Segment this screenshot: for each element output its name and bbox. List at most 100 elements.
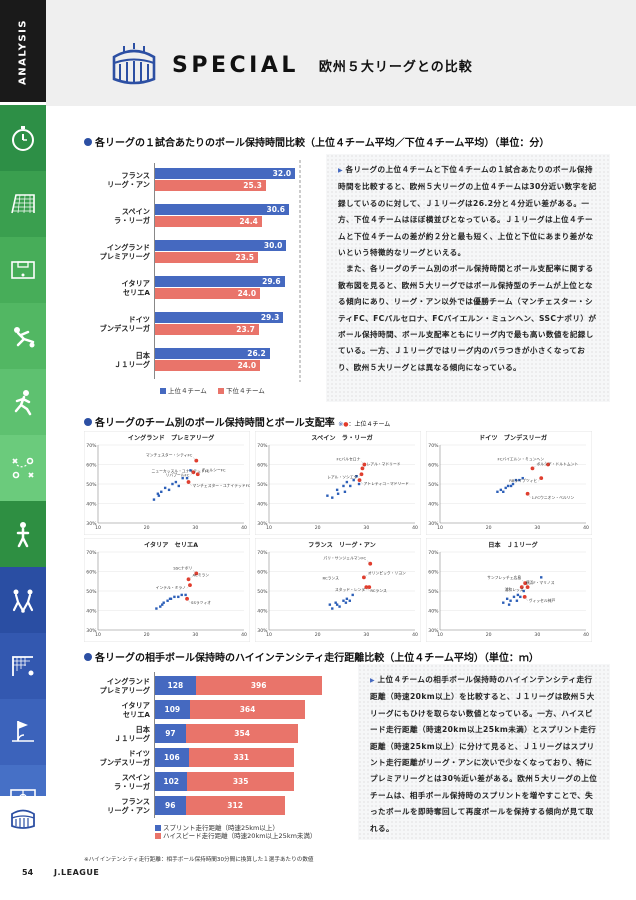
bar-value-label: 24.4: [239, 217, 258, 226]
y-tick-label: 60%: [257, 569, 268, 575]
x-tick-label: 20: [144, 525, 150, 531]
page-subtitle: 欧州５大リーグとの比較: [318, 59, 473, 75]
team-point: [171, 482, 174, 486]
leader-line: [363, 574, 368, 578]
scatter-chart: イタリア セリエA 30% 40% 50% 60% 70% 10 20 30 40 SSCナポリ AC…: [84, 538, 250, 642]
team-point: [335, 488, 339, 492]
bar-bottom4: 25.3: [155, 180, 266, 191]
y-tick-label: 70%: [428, 443, 439, 449]
chart-frame: [255, 431, 421, 535]
y-tick-label: 70%: [86, 443, 97, 449]
sidebar-tab-runner[interactable]: [0, 369, 46, 435]
sidebar-tab-slide-tackle[interactable]: [0, 303, 46, 369]
team-point: [157, 494, 161, 497]
team-point: [342, 484, 345, 488]
top4-point: [195, 472, 200, 477]
high-speed-segment: 396: [195, 676, 322, 695]
team-point: [515, 599, 519, 602]
page-number: 54: [22, 868, 34, 877]
axis-break-mark: [299, 160, 301, 382]
leader-line: [521, 579, 526, 584]
bar-category-label: フランス リーグ・アン: [107, 797, 150, 815]
sidebar-tab-stopwatch[interactable]: [0, 105, 46, 171]
high-speed-segment: 312: [185, 796, 285, 815]
scatter-chart: ドイツ ブンデスリーガ 30% 40% 50% 60% 70% 10 20 30 40 FCバイエル…: [426, 431, 592, 535]
bar-category-label: 日本 Ｊ１リーグ: [114, 725, 150, 743]
y-tick-label: 30%: [86, 628, 97, 634]
top4-point: [362, 575, 366, 580]
leader-line: [537, 478, 542, 482]
pitch-icon: [11, 261, 35, 279]
section2-heading: 各リーグのチーム別のボール保持時間とボール支配率 ※●：上位４チーム: [84, 414, 390, 429]
chart-frame: [426, 431, 592, 535]
heading-bullet: [84, 653, 92, 661]
x-tick-label: 30: [363, 632, 369, 638]
sidebar-tab-tactics[interactable]: [0, 435, 46, 501]
team-point: [516, 593, 520, 597]
top4-label: サンフレッチェ広島: [487, 575, 521, 580]
bar-top4: 29.3: [155, 312, 284, 323]
high-speed-segment: 364: [189, 700, 306, 719]
team-point: [166, 599, 169, 602]
section-label: ANALYSIS: [0, 0, 46, 102]
analysis-text-1: ▶ 各リーグの上位４チームと下位４チームの１試合あたりのボール保持時間を比較する…: [326, 154, 610, 402]
sidebar-tab-player[interactable]: [0, 501, 46, 567]
segment-value-label: 106: [164, 753, 180, 762]
top4-label: マンチェスター・シティFC: [146, 453, 193, 458]
bar-value-label: 23.7: [236, 325, 255, 334]
team-point: [331, 496, 334, 499]
top4-label: ボルシア・ドルトムント: [536, 461, 578, 466]
x-tick-label: 30: [192, 525, 198, 531]
team-point: [331, 607, 334, 610]
sidebar-tab-duel[interactable]: [0, 567, 46, 633]
top4-label: レアル・マドリード: [366, 461, 400, 466]
leader-line: [188, 576, 192, 580]
goal-post-icon: [12, 656, 34, 676]
stadium-icon: [112, 43, 156, 85]
section3-heading: 各リーグの相手ボール保持時のハイインテンシティ走行距離比較（上位４チーム平均）（…: [84, 649, 539, 664]
sidebar-tab-corner-flag[interactable]: [0, 699, 46, 765]
sidebar: ANALYSIS: [0, 0, 46, 900]
team-point: [345, 597, 349, 600]
leader-line: [524, 586, 528, 591]
bar-value-label: 26.2: [247, 349, 266, 358]
x-tick-label: 40: [241, 525, 247, 531]
team-point: [344, 601, 348, 604]
bar-value-label: 29.6: [262, 277, 281, 286]
team-point: [174, 480, 178, 484]
y-tick-label: 30%: [428, 521, 439, 527]
analysis-text-2: ▶ 上位４チームの相手ボール保持時のハイインテンシティ走行距離（時速20km以上…: [358, 664, 610, 840]
bar-category-label: イタリア セリエA: [121, 701, 150, 719]
page-title: SPECIAL: [172, 52, 299, 78]
team-point: [189, 469, 192, 472]
team-point: [334, 601, 337, 604]
leader-line: [544, 461, 549, 465]
chart1-axis: [154, 163, 155, 379]
team-point: [181, 476, 184, 480]
chart-frame: [255, 538, 421, 642]
x-tick-label: 10: [266, 525, 272, 531]
chart-title: フランス リーグ・アン: [308, 541, 376, 549]
segment-value-label: 364: [239, 705, 256, 714]
bar-top4: 30.6: [155, 204, 290, 215]
sidebar-tab-goal-post[interactable]: [0, 633, 46, 699]
team-point: [345, 480, 349, 484]
y-tick-label: 50%: [257, 482, 268, 488]
chart3-legend-sprint: スプリント走行距離（時速25km以上）: [155, 822, 279, 832]
segment-value-label: 312: [227, 801, 243, 810]
sidebar-tab-pitch[interactable]: [0, 237, 46, 303]
bar-category-label: イングランド プレミアリーグ: [99, 677, 150, 695]
chart-title: 日本 Ｊ１リーグ: [488, 541, 538, 549]
bar-category-label: フランス リーグ・アン: [107, 171, 150, 189]
sidebar-tab-goal-net[interactable]: [0, 171, 46, 237]
leader-line: [186, 598, 191, 603]
team-point: [504, 486, 507, 490]
leader-line: [193, 570, 197, 574]
team-point: [161, 603, 164, 606]
team-point: [496, 490, 499, 493]
top4-label: パリ・サンジェルマンFC: [323, 556, 366, 561]
leader-line: [190, 472, 194, 476]
top4-point: [186, 577, 191, 582]
sidebar-stadium-badge: [0, 796, 46, 840]
section1-heading: 各リーグの１試合あたりのボール保持時間比較（上位４チーム平均／下位４チーム平均）…: [84, 134, 549, 149]
